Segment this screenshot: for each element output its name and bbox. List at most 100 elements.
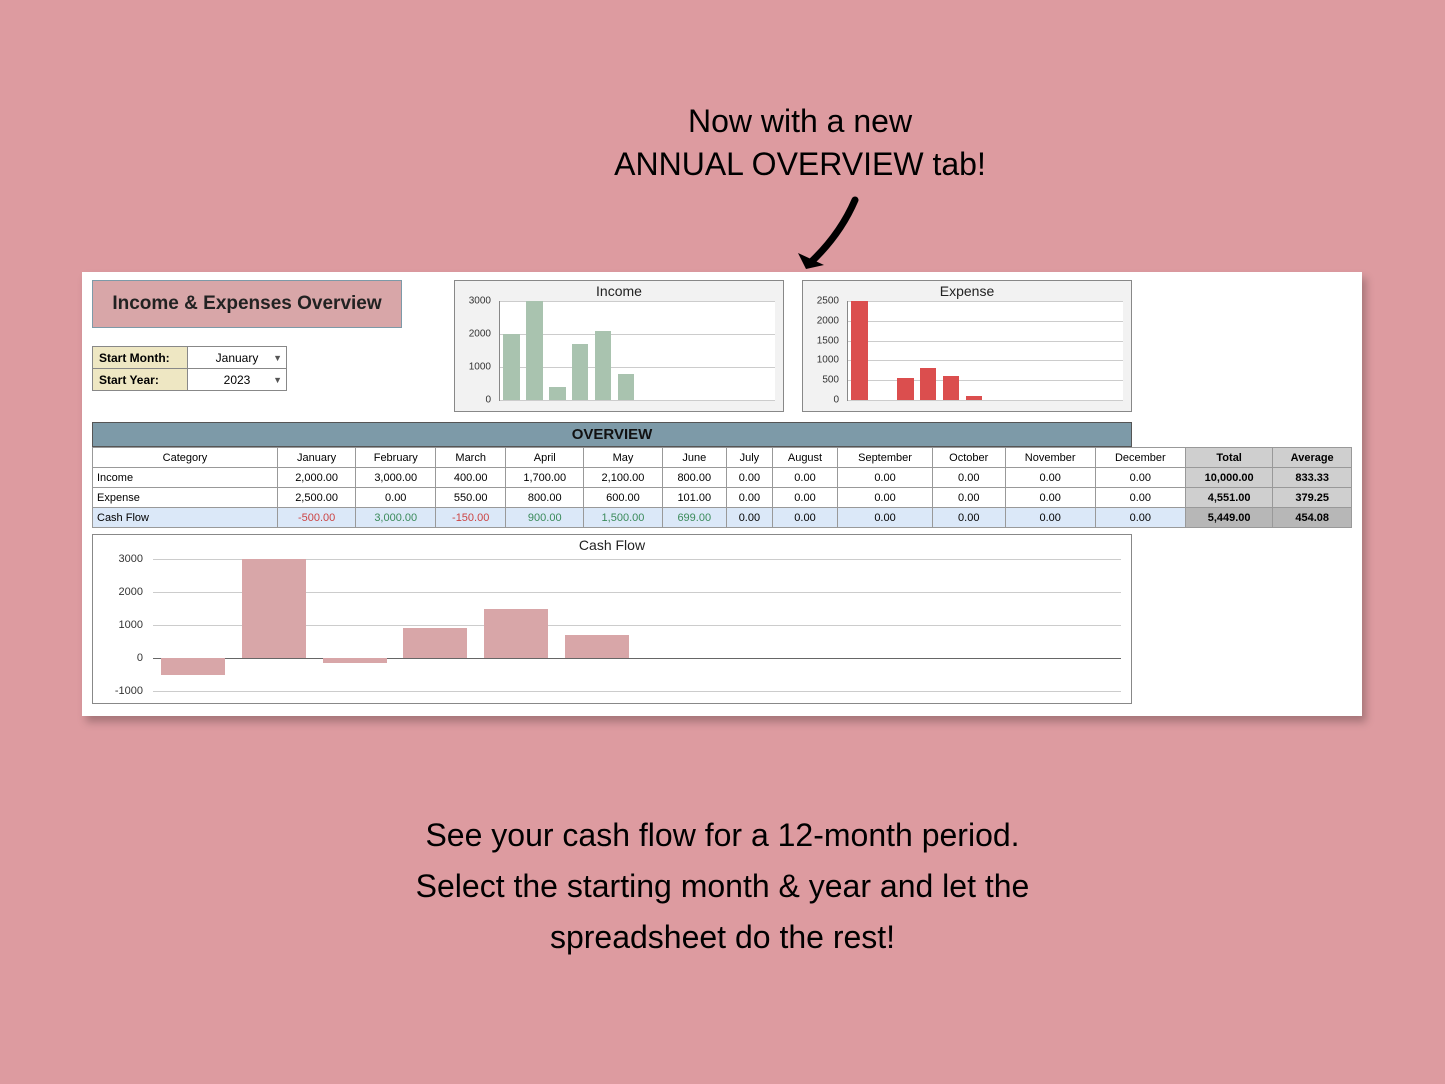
cell: 0.00 (838, 488, 933, 508)
spreadsheet-panel: Income & Expenses Overview Start Month: … (82, 272, 1362, 716)
cell-total: 10,000.00 (1185, 468, 1272, 488)
column-header: June (662, 448, 726, 468)
bar (484, 609, 548, 659)
cell: 2,100.00 (584, 468, 662, 488)
column-header: March (436, 448, 506, 468)
expense-chart: Expense 05001000150020002500 (802, 280, 1132, 412)
column-header: May (584, 448, 662, 468)
gridline (153, 691, 1121, 692)
bar (526, 301, 543, 400)
cashflow-chart-title: Cash Flow (93, 535, 1131, 553)
column-header: February (356, 448, 436, 468)
row-category: Cash Flow (93, 508, 278, 528)
ytick-label: 2000 (119, 586, 143, 598)
bar (549, 387, 566, 400)
bar (503, 334, 520, 400)
cell: 0.00 (932, 468, 1005, 488)
callout-text: Now with a new ANNUAL OVERVIEW tab! (500, 100, 1100, 186)
cell: 0.00 (772, 508, 837, 528)
column-header: December (1095, 448, 1185, 468)
cell-average: 454.08 (1273, 508, 1352, 528)
ytick-label: 1500 (817, 335, 839, 346)
start-year-dropdown[interactable]: 2023 ▼ (188, 369, 287, 391)
bar (161, 658, 225, 675)
gridline (500, 400, 775, 401)
bar (595, 331, 612, 400)
cell: 0.00 (1005, 508, 1095, 528)
gridline (848, 400, 1123, 401)
gridline (848, 360, 1123, 361)
start-month-label: Start Month: (93, 347, 188, 369)
expense-chart-title: Expense (803, 281, 1131, 299)
gridline (848, 341, 1123, 342)
bar (565, 635, 629, 658)
ytick-label: 2500 (817, 296, 839, 307)
column-header: October (932, 448, 1005, 468)
chevron-down-icon: ▼ (273, 375, 282, 385)
cell: 0.00 (1095, 468, 1185, 488)
overview-header: OVERVIEW (92, 422, 1132, 447)
column-header: September (838, 448, 933, 468)
bar (572, 344, 589, 400)
ytick-label: 3000 (469, 296, 491, 307)
cell: 2,000.00 (278, 468, 356, 488)
overview-section: OVERVIEW CategoryJanuaryFebruaryMarchApr… (92, 422, 1352, 528)
ytick-label: 0 (485, 395, 491, 406)
ytick-label: 1000 (469, 362, 491, 373)
table-row: Cash Flow-500.003,000.00-150.00900.001,5… (93, 508, 1352, 528)
cell: 1,700.00 (506, 468, 584, 488)
ytick-label: 0 (137, 652, 143, 664)
cell: 1,500.00 (584, 508, 662, 528)
cashflow-chart: Cash Flow -1000 0 1000 2000 3000 (92, 534, 1132, 704)
cell-average: 379.25 (1273, 488, 1352, 508)
column-header: August (772, 448, 837, 468)
column-header: July (726, 448, 772, 468)
cell: 800.00 (506, 488, 584, 508)
callout-line-2: ANNUAL OVERVIEW tab! (500, 143, 1100, 186)
cell: -150.00 (436, 508, 506, 528)
column-header: January (278, 448, 356, 468)
cell-average: 833.33 (1273, 468, 1352, 488)
ytick-label: 2000 (469, 329, 491, 340)
footer-text: See your cash flow for a 12-month period… (0, 810, 1445, 964)
cell: 400.00 (436, 468, 506, 488)
cell: 2,500.00 (278, 488, 356, 508)
table-row: Expense2,500.000.00550.00800.00600.00101… (93, 488, 1352, 508)
start-month-dropdown[interactable]: January ▼ (188, 347, 287, 369)
cell: 101.00 (662, 488, 726, 508)
income-chart-title: Income (455, 281, 783, 299)
column-header: November (1005, 448, 1095, 468)
cell: 0.00 (726, 488, 772, 508)
ytick-label: -1000 (115, 685, 143, 697)
cell: 0.00 (772, 488, 837, 508)
column-header: April (506, 448, 584, 468)
ytick-label: 2000 (817, 315, 839, 326)
cell: 0.00 (356, 488, 436, 508)
cell: 0.00 (932, 508, 1005, 528)
income-chart: Income 0 1000 2000 3000 (454, 280, 784, 412)
cell: 0.00 (838, 468, 933, 488)
table-row: Income2,000.003,000.00400.001,700.002,10… (93, 468, 1352, 488)
gridline (848, 301, 1123, 302)
column-header-total: Total (1185, 448, 1272, 468)
gridline (848, 321, 1123, 322)
bar (943, 376, 960, 400)
start-year-label: Start Year: (93, 369, 188, 391)
bar (403, 628, 467, 658)
footer-line-3: spreadsheet do the rest! (0, 912, 1445, 963)
ytick-label: 1000 (119, 619, 143, 631)
cell: 900.00 (506, 508, 584, 528)
bar (323, 658, 387, 663)
bar (618, 374, 635, 400)
footer-line-1: See your cash flow for a 12-month period… (0, 810, 1445, 861)
start-month-value: January (216, 351, 259, 365)
cell: 0.00 (772, 468, 837, 488)
column-header: Category (93, 448, 278, 468)
cell: 0.00 (726, 508, 772, 528)
cell-total: 4,551.00 (1185, 488, 1272, 508)
cell: 0.00 (1095, 488, 1185, 508)
ytick-label: 3000 (119, 553, 143, 565)
chevron-down-icon: ▼ (273, 353, 282, 363)
ytick-label: 1000 (817, 355, 839, 366)
row-category: Expense (93, 488, 278, 508)
